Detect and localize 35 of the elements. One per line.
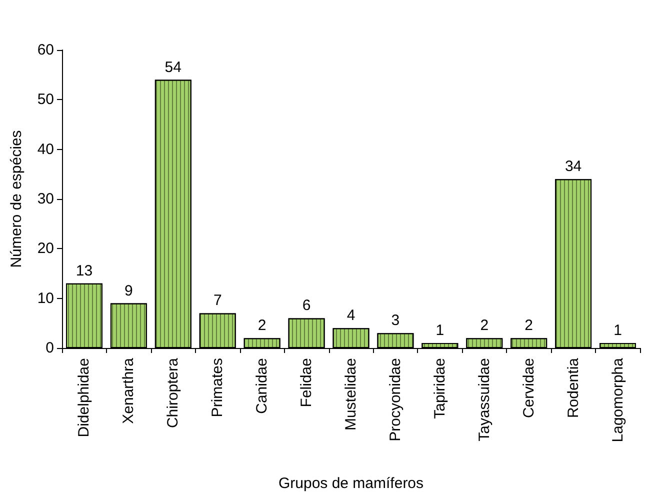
data-label: 1 [436, 322, 444, 340]
x-tick-label: Procyonidae [386, 358, 404, 442]
x-axis-title: Grupos de mamíferos [278, 475, 424, 492]
data-label: 54 [164, 58, 182, 76]
x-tick-label: Cervidae [520, 358, 538, 418]
x-tick-label: Chiroptera [164, 357, 182, 428]
data-label: 7 [213, 292, 222, 310]
data-label: 3 [391, 312, 400, 330]
data-label: 2 [258, 317, 266, 334]
x-tick-label: Rodentia [564, 357, 582, 418]
y-tick-label: 20 [37, 240, 54, 258]
data-label: 6 [302, 297, 311, 314]
y-tick-label: 60 [37, 42, 54, 58]
data-label: 9 [124, 282, 133, 300]
x-tick-label: Didelphidae [76, 358, 93, 438]
data-label: 4 [346, 307, 356, 324]
y-tick-label: 40 [37, 140, 54, 158]
y-tick-label: 30 [37, 190, 54, 208]
data-label: 2 [524, 317, 534, 334]
y-tick-label: 10 [37, 290, 54, 307]
x-tick-label: Felidae [298, 358, 316, 408]
x-tick-label: Primates [209, 358, 226, 418]
y-tick-label: 50 [37, 91, 54, 108]
data-label: 13 [76, 262, 93, 280]
x-tick-label: Canidae [254, 358, 271, 414]
x-tick-label: Mustelidae [342, 358, 360, 431]
data-label: 34 [564, 158, 582, 176]
data-label: 1 [614, 322, 622, 340]
data-label: 2 [480, 317, 489, 334]
y-tick-label: 0 [46, 340, 54, 356]
x-tick-label: Tapiridae [431, 358, 448, 419]
x-tick-label: Lagomorpha [609, 357, 626, 442]
x-tick-label: Tayassuidae [476, 358, 493, 442]
y-axis-title: Número de espécies [8, 130, 25, 268]
x-tick-label: Xenarthra [120, 357, 138, 424]
